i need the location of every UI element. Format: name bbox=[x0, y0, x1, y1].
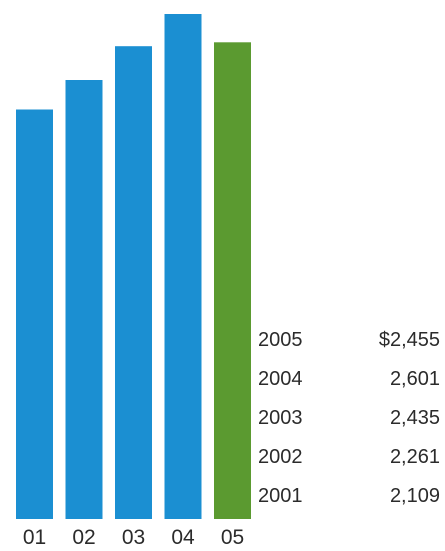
x-tick-label-05: 05 bbox=[221, 526, 244, 549]
x-tick-label-04: 04 bbox=[171, 526, 195, 549]
x-tick-label-01: 01 bbox=[23, 526, 46, 549]
x-tick-label-02: 02 bbox=[72, 526, 95, 549]
table-year-2001: 2001 bbox=[258, 485, 303, 507]
bar-02 bbox=[65, 80, 103, 519]
bar-05 bbox=[214, 42, 251, 520]
x-axis-tick-labels: 01 02 03 04 05 bbox=[23, 526, 244, 549]
bars-group bbox=[16, 14, 251, 520]
table-value-2003: 2,435 bbox=[390, 407, 440, 429]
table-value-2005: $2,455 bbox=[379, 329, 440, 351]
x-tick-label-03: 03 bbox=[122, 526, 145, 549]
table-value-2001: 2,109 bbox=[390, 485, 440, 507]
table-year-2002: 2002 bbox=[258, 446, 303, 468]
table-value-2002: 2,261 bbox=[390, 446, 440, 468]
table-year-2003: 2003 bbox=[258, 407, 303, 429]
table-year-2004: 2004 bbox=[258, 368, 303, 390]
table-value-2004: 2,601 bbox=[390, 368, 440, 390]
bar-01 bbox=[16, 109, 53, 519]
bar-04 bbox=[164, 14, 202, 519]
values-table: 2005 $2,455 2004 2,601 2003 2,435 2002 2,261 200… bbox=[258, 329, 440, 507]
table-year-2005: 2005 bbox=[258, 329, 303, 351]
bar-03 bbox=[115, 46, 152, 519]
